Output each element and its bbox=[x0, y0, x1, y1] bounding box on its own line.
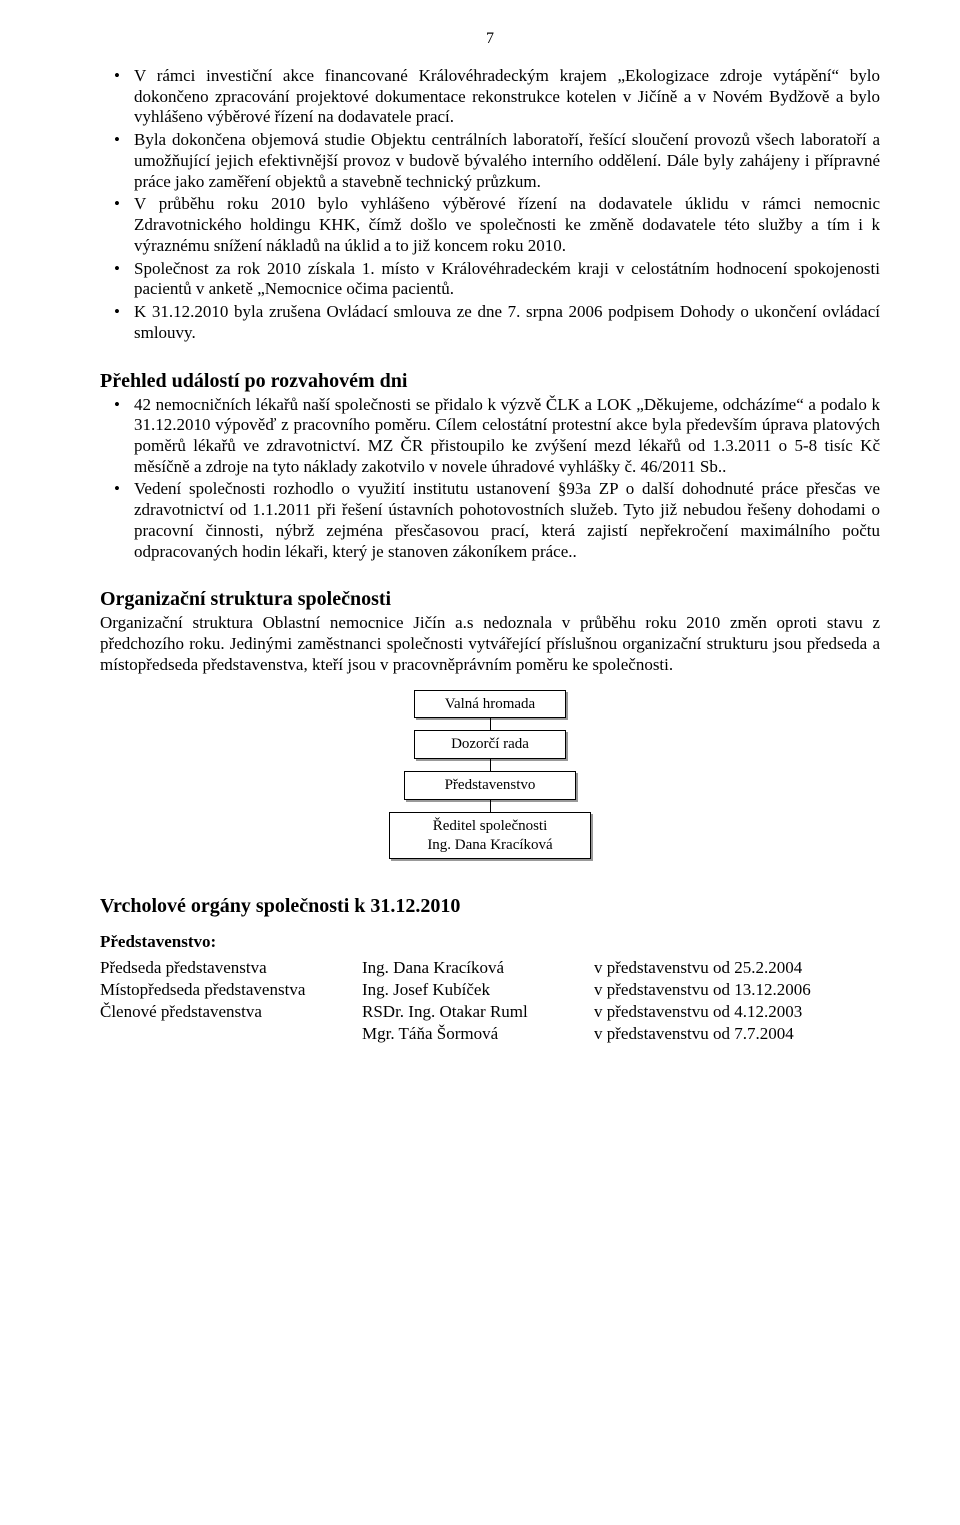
list-item: V rámci investiční akce financované Král… bbox=[100, 66, 880, 128]
org-paragraph: Organizační struktura Oblastní nemocnice… bbox=[100, 613, 880, 675]
board-name: Ing. Dana Kracíková bbox=[362, 957, 594, 979]
top-bullet-list: V rámci investiční akce financované Král… bbox=[100, 66, 880, 344]
board-note: v představenstvu od 13.12.2006 bbox=[594, 979, 823, 1001]
list-item: V průběhu roku 2010 bylo vyhlášeno výběr… bbox=[100, 194, 880, 256]
board-subheading: Představenstvo: bbox=[100, 932, 880, 953]
board-table: Předseda představenstva Ing. Dana Kracík… bbox=[100, 957, 823, 1045]
org-box-line: Ing. Dana Kracíková bbox=[427, 837, 552, 853]
org-connector bbox=[490, 759, 491, 771]
list-item: Vedení společnosti rozhodlo o využití in… bbox=[100, 479, 880, 562]
list-item: Byla dokončena objemová studie Objektu c… bbox=[100, 130, 880, 192]
table-row: Předseda představenstva Ing. Dana Kracík… bbox=[100, 957, 823, 979]
board-role: Členové představenstva bbox=[100, 1001, 362, 1023]
org-connector bbox=[490, 718, 491, 730]
org-box-predstavenstvo: Představenstvo bbox=[404, 771, 576, 800]
org-chart: Valná hromada Dozorčí rada Představenstv… bbox=[385, 690, 595, 860]
board-note: v představenstvu od 25.2.2004 bbox=[594, 957, 823, 979]
board-name: RSDr. Ing. Otakar Ruml bbox=[362, 1001, 594, 1023]
board-role: Místopředseda představenstva bbox=[100, 979, 362, 1001]
prehled-bullet-list: 42 nemocničních lékařů naší společnosti … bbox=[100, 395, 880, 563]
board-role: Předseda představenstva bbox=[100, 957, 362, 979]
board-name: Mgr. Táňa Šormová bbox=[362, 1023, 594, 1045]
heading-org: Organizační struktura společnosti bbox=[100, 588, 880, 611]
board-note: v představenstvu od 4.12.2003 bbox=[594, 1001, 823, 1023]
board-name: Ing. Josef Kubíček bbox=[362, 979, 594, 1001]
table-row: Členové představenstva RSDr. Ing. Otakar… bbox=[100, 1001, 823, 1023]
list-item: Společnost za rok 2010 získala 1. místo … bbox=[100, 259, 880, 300]
page-number: 7 bbox=[100, 30, 880, 48]
org-connector bbox=[490, 800, 491, 812]
board-role bbox=[100, 1023, 362, 1045]
heading-prehled: Přehled událostí po rozvahovém dni bbox=[100, 370, 880, 393]
table-row: Místopředseda představenstva Ing. Josef … bbox=[100, 979, 823, 1001]
list-item: K 31.12.2010 byla zrušena Ovládací smlou… bbox=[100, 302, 880, 343]
org-box-reditel: Ředitel společnosti Ing. Dana Kracíková bbox=[389, 812, 591, 860]
org-box-line: Ředitel společnosti bbox=[433, 818, 548, 834]
org-box-dozorci-rada: Dozorčí rada bbox=[414, 730, 566, 759]
page: 7 V rámci investiční akce financované Kr… bbox=[0, 0, 960, 1085]
table-row: Mgr. Táňa Šormová v představenstvu od 7.… bbox=[100, 1023, 823, 1045]
board-note: v představenstvu od 7.7.2004 bbox=[594, 1023, 823, 1045]
list-item: 42 nemocničních lékařů naší společnosti … bbox=[100, 395, 880, 478]
heading-board: Vrcholové orgány společnosti k 31.12.201… bbox=[100, 895, 880, 918]
org-box-valna-hromada: Valná hromada bbox=[414, 690, 566, 719]
